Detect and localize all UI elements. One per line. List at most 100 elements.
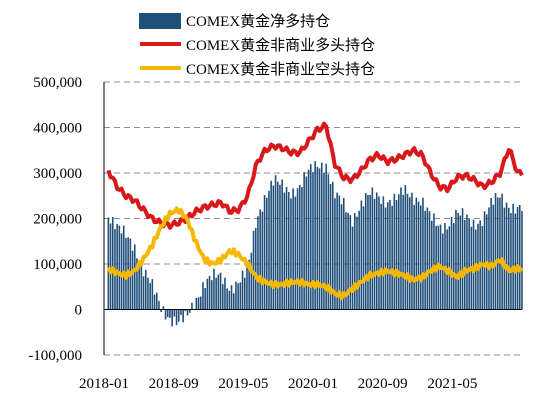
net-long-bar bbox=[424, 211, 426, 310]
net-long-bar bbox=[202, 282, 204, 309]
net-long-bar bbox=[517, 207, 519, 310]
y-tick-label: 200,000 bbox=[33, 212, 82, 228]
net-long-bar bbox=[490, 198, 492, 309]
x-tick-label: 2020-09 bbox=[358, 376, 408, 392]
net-long-bars bbox=[108, 161, 523, 326]
net-long-bar bbox=[493, 205, 495, 310]
net-long-bar bbox=[158, 301, 160, 310]
net-long-bar bbox=[453, 223, 455, 309]
net-long-bar bbox=[297, 188, 299, 309]
net-long-bar bbox=[363, 206, 365, 309]
net-long-bar bbox=[145, 270, 147, 310]
legend-label: COMEX黄金净多持仓 bbox=[186, 13, 330, 30]
net-long-bar bbox=[240, 282, 242, 309]
net-long-bar bbox=[468, 219, 470, 310]
net-long-bar bbox=[246, 268, 248, 310]
net-long-bar bbox=[352, 227, 354, 310]
net-long-bar bbox=[123, 226, 125, 310]
net-long-bar bbox=[112, 217, 114, 310]
net-long-bar bbox=[171, 310, 173, 327]
legend-swatch bbox=[139, 13, 181, 29]
y-tick-label: 400,000 bbox=[33, 121, 82, 137]
net-long-bar bbox=[277, 182, 279, 310]
net-long-bar bbox=[149, 283, 151, 309]
net-long-bar bbox=[187, 310, 189, 316]
net-long-bar bbox=[402, 195, 404, 310]
net-long-bar bbox=[372, 188, 374, 310]
net-long-bar bbox=[431, 221, 433, 310]
net-long-bar bbox=[312, 172, 314, 309]
net-long-bar bbox=[218, 275, 220, 310]
net-long-bar bbox=[116, 224, 118, 310]
net-long-bar bbox=[178, 310, 180, 322]
x-tick-label: 2019-05 bbox=[218, 376, 268, 392]
net-long-bar bbox=[380, 204, 382, 310]
net-long-bar bbox=[488, 207, 490, 309]
net-long-bar bbox=[464, 220, 466, 310]
net-long-bar bbox=[284, 193, 286, 310]
net-long-bar bbox=[167, 310, 169, 318]
legend-label: COMEX黄金非商业多头持仓 bbox=[186, 37, 375, 54]
net-long-bar bbox=[354, 213, 356, 309]
net-long-bar bbox=[134, 244, 136, 309]
net-long-bar bbox=[290, 198, 292, 309]
legend-label: COMEX黄金非商业空头持仓 bbox=[186, 61, 375, 78]
net-long-bar bbox=[484, 211, 486, 309]
net-long-bar bbox=[242, 270, 244, 309]
net-long-bar bbox=[257, 216, 259, 309]
net-long-bar bbox=[497, 197, 499, 309]
net-long-bar bbox=[196, 298, 198, 310]
x-tick-label: 2021-05 bbox=[427, 376, 477, 392]
net-long-bar bbox=[244, 278, 246, 310]
net-long-bar bbox=[358, 211, 360, 310]
net-long-bar bbox=[378, 196, 380, 309]
net-long-bar bbox=[299, 185, 301, 310]
net-long-bar bbox=[462, 208, 464, 309]
x-tick-label: 2018-09 bbox=[149, 376, 199, 392]
net-long-bar bbox=[180, 310, 182, 315]
net-long-bar bbox=[259, 209, 261, 309]
net-long-bar bbox=[108, 218, 110, 310]
net-long-bar bbox=[455, 210, 457, 310]
net-long-bar bbox=[350, 215, 352, 309]
net-long-bar bbox=[515, 214, 517, 310]
net-long-bar bbox=[457, 213, 459, 310]
net-long-bar bbox=[398, 194, 400, 309]
net-long-bar bbox=[200, 296, 202, 309]
net-long-bar bbox=[273, 186, 275, 310]
net-long-bar bbox=[156, 293, 158, 310]
net-long-bar bbox=[385, 207, 387, 309]
net-long-bar bbox=[361, 201, 363, 310]
net-long-bar bbox=[418, 202, 420, 310]
net-long-bar bbox=[416, 198, 418, 310]
net-long-bar bbox=[213, 269, 215, 310]
net-long-bar bbox=[420, 205, 422, 309]
net-long-bar bbox=[231, 285, 233, 309]
net-long-bar bbox=[255, 228, 257, 309]
net-long-bar bbox=[270, 181, 272, 310]
net-long-bar bbox=[506, 203, 508, 310]
net-long-bar bbox=[387, 202, 389, 309]
net-long-bar bbox=[519, 205, 521, 309]
net-long-bar bbox=[141, 262, 143, 309]
net-long-bar bbox=[169, 310, 171, 318]
net-long-bar bbox=[251, 253, 253, 310]
net-long-bar bbox=[429, 211, 431, 309]
net-long-bar bbox=[264, 195, 266, 309]
net-long-bar bbox=[306, 176, 308, 309]
net-long-bar bbox=[413, 205, 415, 310]
net-long-bar bbox=[422, 198, 424, 310]
net-long-bar bbox=[207, 279, 209, 310]
net-long-bar bbox=[176, 310, 178, 326]
net-long-bar bbox=[229, 291, 231, 310]
net-long-bar bbox=[154, 295, 156, 310]
net-long-bar bbox=[451, 217, 453, 310]
net-long-bar bbox=[110, 224, 112, 310]
net-long-bar bbox=[391, 206, 393, 310]
net-long-bar bbox=[191, 303, 193, 310]
net-long-bar bbox=[237, 283, 239, 309]
net-long-bar bbox=[121, 233, 123, 309]
net-long-bar bbox=[288, 192, 290, 309]
